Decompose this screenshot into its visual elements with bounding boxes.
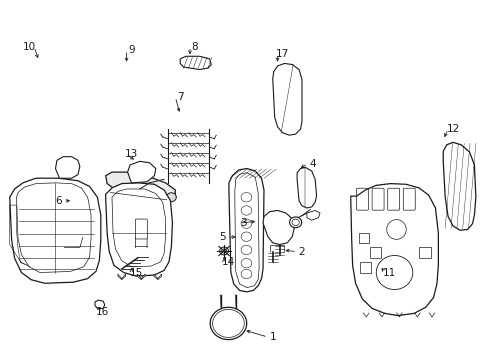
Polygon shape bbox=[95, 300, 104, 309]
Polygon shape bbox=[442, 142, 475, 230]
Polygon shape bbox=[105, 183, 172, 276]
Text: 4: 4 bbox=[309, 159, 315, 169]
Text: 8: 8 bbox=[191, 42, 198, 51]
Ellipse shape bbox=[219, 247, 228, 255]
Polygon shape bbox=[180, 56, 211, 69]
Text: 1: 1 bbox=[269, 332, 276, 342]
Polygon shape bbox=[55, 157, 80, 178]
Text: 15: 15 bbox=[129, 267, 142, 278]
Polygon shape bbox=[105, 172, 175, 203]
Text: 2: 2 bbox=[298, 247, 305, 257]
Polygon shape bbox=[263, 211, 294, 244]
Polygon shape bbox=[127, 161, 156, 183]
Ellipse shape bbox=[166, 193, 176, 202]
Polygon shape bbox=[54, 197, 83, 248]
Text: 6: 6 bbox=[55, 196, 61, 206]
Polygon shape bbox=[137, 274, 145, 280]
Text: 13: 13 bbox=[124, 149, 138, 159]
Text: 9: 9 bbox=[128, 45, 135, 55]
Text: 7: 7 bbox=[177, 92, 183, 102]
Polygon shape bbox=[297, 167, 316, 208]
Polygon shape bbox=[228, 168, 264, 292]
Polygon shape bbox=[350, 184, 437, 316]
FancyBboxPatch shape bbox=[135, 219, 147, 239]
Polygon shape bbox=[272, 63, 302, 135]
Polygon shape bbox=[10, 178, 101, 283]
Text: 16: 16 bbox=[96, 307, 109, 317]
Text: 5: 5 bbox=[219, 232, 225, 242]
Text: 14: 14 bbox=[222, 257, 235, 267]
Ellipse shape bbox=[210, 307, 246, 339]
FancyBboxPatch shape bbox=[135, 237, 147, 247]
Polygon shape bbox=[306, 211, 319, 220]
Text: 10: 10 bbox=[22, 42, 36, 51]
Polygon shape bbox=[118, 274, 125, 280]
Text: 11: 11 bbox=[382, 267, 395, 278]
Polygon shape bbox=[154, 274, 162, 280]
Ellipse shape bbox=[289, 217, 301, 228]
Text: 17: 17 bbox=[275, 49, 288, 59]
Text: 3: 3 bbox=[240, 218, 246, 228]
Text: 12: 12 bbox=[446, 124, 459, 134]
